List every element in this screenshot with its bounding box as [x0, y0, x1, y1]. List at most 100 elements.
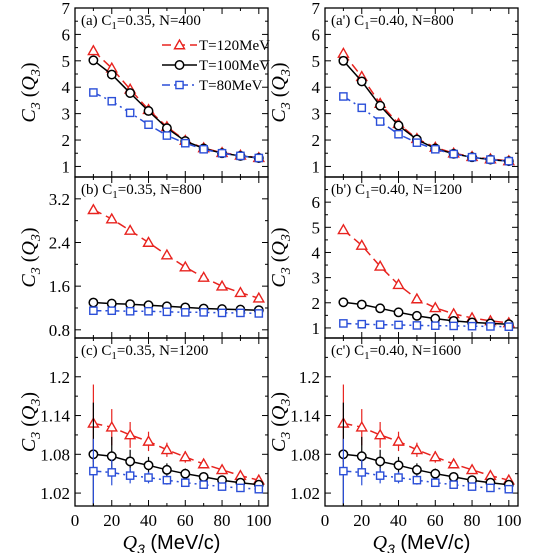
- series-line: [343, 95, 509, 162]
- x-tick-label: 0: [321, 511, 330, 530]
- series-line: [342, 52, 509, 162]
- y-tick-label: 2: [62, 131, 71, 150]
- data-point: [106, 451, 117, 462]
- data-point: [123, 428, 137, 440]
- data-point: [449, 149, 458, 159]
- data-point: [160, 443, 174, 455]
- panel-frame: [324, 337, 519, 507]
- data-point: [355, 420, 368, 432]
- data-point: [430, 468, 441, 479]
- data-point: [393, 460, 404, 471]
- data-point: [87, 203, 100, 215]
- data-point: [339, 319, 348, 328]
- y-tick-label: 3: [62, 105, 71, 124]
- y-tick-label: 5: [62, 52, 71, 71]
- data-point: [356, 76, 367, 87]
- data-point: [143, 460, 154, 471]
- data-point: [357, 103, 367, 113]
- series-line: [93, 422, 259, 481]
- legend-item: T=120MeV: [162, 38, 270, 54]
- x-tick-label: 100: [246, 511, 272, 530]
- data-point: [107, 96, 117, 106]
- data-point: [236, 483, 245, 493]
- series-line: [343, 322, 509, 328]
- data-point: [180, 138, 190, 148]
- data-point: [338, 55, 349, 66]
- data-point: [254, 153, 264, 163]
- panel-frame: [324, 7, 519, 178]
- y-axis-label: C3 (Q3): [18, 62, 44, 122]
- y-axis-label: C3 (Q3): [268, 227, 294, 287]
- data-point: [175, 80, 184, 90]
- y-tick-label: 5: [312, 218, 321, 237]
- data-point: [162, 131, 172, 140]
- data-point: [162, 475, 172, 485]
- data-point: [339, 466, 348, 476]
- series-line: [93, 453, 259, 486]
- data-point: [180, 308, 190, 317]
- data-point: [197, 271, 210, 282]
- data-point: [125, 88, 136, 98]
- y-tick-label: 1: [312, 157, 321, 176]
- data-point: [429, 301, 442, 313]
- x-tick-label: 40: [140, 511, 157, 530]
- data-point: [392, 434, 405, 446]
- data-point: [106, 69, 117, 80]
- x-tick-label: 80: [464, 511, 481, 530]
- data-point: [234, 286, 247, 298]
- y-tick-label: 5: [312, 52, 321, 71]
- y-axis-label: C3 (Q3): [268, 62, 294, 122]
- y-tick-label: 2.4: [49, 233, 71, 252]
- panel-frame: [324, 176, 519, 339]
- data-point: [430, 478, 440, 488]
- data-point: [375, 471, 385, 480]
- y-tick-label: 1.2: [49, 368, 70, 387]
- data-point: [142, 434, 155, 446]
- series-T=80MeV: [339, 438, 514, 504]
- series-line: [343, 301, 509, 325]
- data-point: [162, 307, 172, 317]
- x-tick-label: 100: [496, 511, 522, 530]
- data-point: [375, 100, 386, 111]
- y-tick-label: 4: [62, 78, 71, 97]
- data-point: [393, 307, 404, 318]
- y-tick-label: 6: [62, 25, 71, 44]
- data-point: [107, 468, 117, 477]
- data-point: [252, 291, 266, 303]
- data-point: [410, 292, 424, 304]
- series-line: [93, 470, 259, 490]
- data-point: [254, 309, 264, 318]
- y-tick-label: 1.2: [299, 368, 320, 387]
- data-point: [217, 482, 227, 491]
- data-point: [160, 248, 174, 260]
- series-line: [343, 422, 509, 481]
- y-tick-label: 4: [312, 78, 321, 97]
- data-point: [339, 92, 348, 101]
- panel-frame: [74, 337, 269, 507]
- data-point: [337, 47, 350, 58]
- data-point: [217, 308, 227, 318]
- legend-label: T=80MeV: [199, 78, 263, 94]
- x-tick-label: 40: [390, 511, 407, 530]
- data-point: [89, 306, 98, 316]
- panel-6: 0 20 40 60 80 100 1.02 1.08 1.14 1.2 (c') C1=0.40,…: [268, 337, 522, 553]
- data-point: [236, 308, 245, 318]
- y-axis-label: C3 (Q3): [18, 392, 44, 452]
- series-line: [93, 209, 260, 299]
- series-line: [92, 59, 259, 159]
- data-point: [467, 152, 477, 162]
- data-point: [356, 299, 367, 310]
- x-axis-label: Q3 (MeV/c): [123, 532, 221, 553]
- series-line: [93, 309, 259, 315]
- data-point: [465, 463, 479, 475]
- y-tick-label: 1.6: [49, 277, 70, 296]
- data-point: [123, 224, 137, 235]
- data-point: [373, 428, 387, 440]
- data-point: [411, 310, 422, 321]
- data-point: [394, 473, 403, 482]
- data-point: [393, 120, 404, 131]
- data-point: [394, 129, 403, 139]
- panel-title: (a) C1=0.35, N=400: [81, 13, 201, 32]
- y-tick-label: 1.14: [290, 407, 320, 426]
- data-point: [179, 450, 192, 462]
